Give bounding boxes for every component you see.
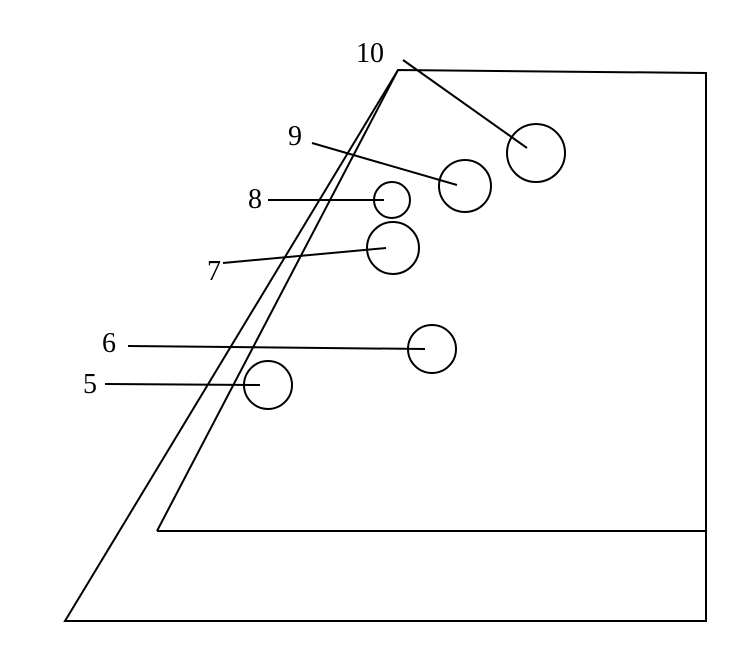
label-l5: 5 [83,369,97,400]
label-l7: 7 [207,256,221,287]
component-c10 [507,124,565,182]
label-l6: 6 [102,328,116,359]
label-l10: 10 [356,38,384,69]
label-l8: 8 [248,184,262,215]
diagonal-line [157,70,398,531]
leader-l6 [128,346,425,349]
leader-l5 [105,384,260,385]
label-l9: 9 [288,121,302,152]
component-c9 [439,160,491,212]
technical-diagram: 56 7 8 9 10 [0,0,754,651]
leader-l10 [403,60,527,148]
component-c7 [367,222,419,274]
leader-l9 [312,143,457,185]
